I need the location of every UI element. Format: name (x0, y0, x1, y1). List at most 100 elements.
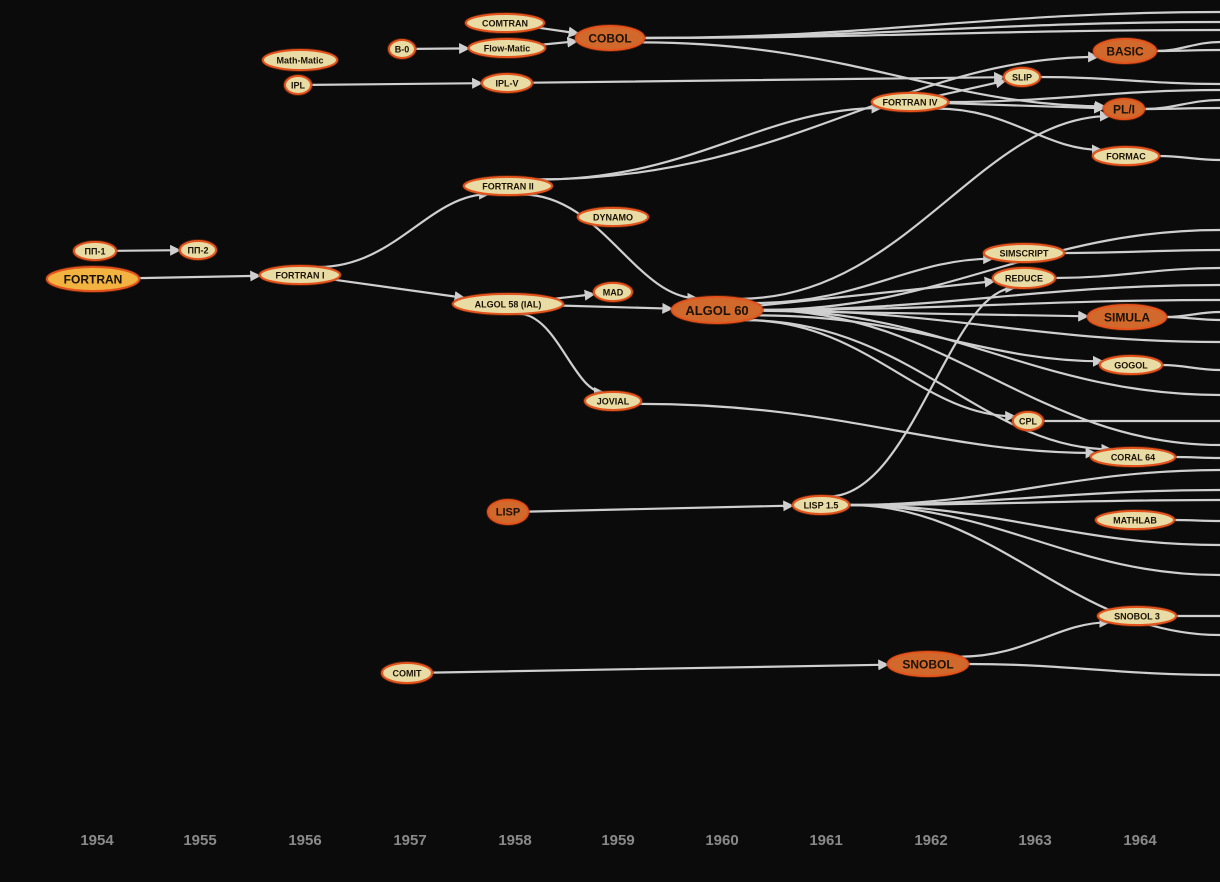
node-slip-ellipse (1003, 67, 1041, 87)
node-mathlab: MATHLAB (1094, 509, 1176, 531)
edge-algol58-to-mad (553, 289, 596, 301)
node-simula: SIMULA (1086, 303, 1168, 331)
node-comtran: COMTRAN (464, 12, 546, 34)
node-iplv-ellipse (481, 73, 533, 93)
node-flowmatic-label: Flow-Matic (484, 44, 531, 54)
nodes-layer: FORTRAN ПП-1 ПП-2 Math-Matic IPL FORTRAN I B-0… (45, 12, 1178, 685)
node-pl1: PL/I (1102, 97, 1146, 121)
node-lisp: LISP (486, 498, 530, 526)
edge-fortran4-to-formac (935, 107, 1103, 156)
continuation-line-algol60-10 (760, 228, 1220, 312)
node-reduce: REDUCE (991, 266, 1057, 290)
edge-ipl-to-iplv (309, 77, 484, 89)
edge-algol60-to-simscript (753, 253, 995, 305)
node-fortran2-label: FORTRAN II (482, 182, 534, 192)
continuation-line-slip-6 (1038, 75, 1220, 86)
node-snobol: SNOBOL (886, 650, 970, 678)
node-ipl: IPL (283, 74, 313, 96)
edge-algol58-to-algol60 (561, 302, 674, 314)
edge-comit-to-snobol (430, 659, 890, 674)
node-ipl-ellipse (284, 75, 312, 95)
continuation-line-cobol-2 (642, 28, 1220, 40)
node-jovial-ellipse (584, 391, 642, 411)
year-axis: 1954 1955 1956 1957 1958 1959 1960 1961 1962 1963… (80, 832, 1157, 849)
node-algol58: ALGOL 58 (IAL) (451, 292, 565, 316)
year-label-1958: 1958 (498, 832, 531, 849)
node-formac: FORMAC (1091, 145, 1161, 167)
year-label-1962: 1962 (914, 832, 947, 849)
year-label-1954: 1954 (80, 832, 114, 849)
node-lisp15-label: LISP 1.5 (804, 501, 839, 511)
edge-algol60-to-coral64 (744, 319, 1113, 455)
node-formac-label: FORMAC (1106, 152, 1146, 162)
node-snobol3: SNOBOL 3 (1096, 605, 1178, 627)
year-label-1956: 1956 (288, 832, 321, 849)
continuation-line-algol60-17 (760, 308, 1220, 344)
node-fortran-label: FORTRAN (64, 273, 123, 287)
node-pp2-label: ПП-2 (188, 246, 209, 256)
node-b0: B-0 (387, 38, 417, 60)
edge-lisp-to-lisp15 (526, 500, 795, 513)
node-jovial: JOVIAL (583, 390, 643, 412)
node-gogol: GOGOL (1098, 354, 1164, 376)
edge-fortran2-to-algol60 (521, 193, 699, 304)
year-label-1960: 1960 (705, 832, 738, 849)
node-pp1-ellipse (73, 241, 117, 261)
node-mathlab-label: MATHLAB (1113, 516, 1157, 526)
node-lisp15: LISP 1.5 (791, 494, 851, 516)
continuation-line-simscript-11 (1062, 248, 1220, 255)
node-pl1-ellipse (1103, 98, 1145, 120)
continuation-line-lisp15-28 (847, 503, 1220, 577)
node-gogol-label: GOGOL (1114, 361, 1148, 371)
edge-iplv-to-slip (530, 71, 1006, 84)
continuation-line-lisp15-27 (847, 503, 1220, 547)
continuation-line-fortran4-5 (946, 88, 1220, 104)
node-basic: BASIC (1092, 37, 1158, 65)
node-gogol-ellipse (1099, 355, 1163, 375)
node-pl1-label: PL/I (1113, 103, 1135, 117)
node-fortran4-label: FORTRAN IV (883, 98, 938, 108)
node-mathmatic: Math-Matic (261, 48, 339, 72)
node-snobol-ellipse (887, 651, 969, 677)
node-algol58-ellipse (452, 293, 564, 315)
node-slip: SLIP (1002, 66, 1042, 88)
node-dynamo-label: DYNAMO (593, 213, 633, 223)
node-simscript-label: SIMSCRIPT (999, 249, 1049, 259)
node-fortran-ellipse (46, 266, 140, 292)
node-b0-ellipse (388, 39, 416, 59)
node-algol60-ellipse (671, 296, 763, 324)
node-fortran: FORTRAN (45, 265, 141, 293)
node-slip-label: SLIP (1012, 73, 1032, 83)
continuation-line-simula-16 (1164, 315, 1220, 322)
node-basic-label: BASIC (1106, 45, 1144, 59)
node-jovial-label: JOVIAL (597, 397, 630, 407)
node-comit-ellipse (381, 662, 433, 684)
node-mad-ellipse (593, 282, 633, 302)
edge-fortran2-to-fortran4 (537, 102, 883, 181)
edge-flowmatic-to-cobol (541, 36, 579, 48)
continuation-line-lisp15-25 (847, 498, 1220, 507)
node-pp1-label: ПП-1 (85, 247, 106, 257)
node-b0-label: B-0 (395, 45, 410, 55)
node-fortran4-ellipse (871, 92, 949, 112)
node-iplv-label: IPL-V (495, 79, 518, 89)
edge-comtran-to-cobol (537, 26, 580, 38)
node-mathlab-ellipse (1095, 510, 1175, 530)
node-mad-label: MAD (603, 288, 624, 298)
edge-snobol-to-snobol3 (958, 616, 1111, 658)
node-reduce-label: REDUCE (1005, 274, 1043, 284)
continuation-line-pl1-8 (1142, 106, 1220, 111)
node-cobol-label: COBOL (588, 32, 631, 46)
node-coral64: CORAL 64 (1089, 446, 1177, 468)
node-dynamo-ellipse (577, 207, 649, 227)
node-cobol: COBOL (574, 24, 646, 52)
year-label-1955: 1955 (183, 832, 216, 849)
node-snobol3-ellipse (1097, 606, 1177, 626)
node-algol58-label: ALGOL 58 (IAL) (475, 300, 542, 310)
node-cpl-ellipse (1012, 411, 1044, 431)
edge-pp1-to-pp2 (114, 244, 182, 256)
node-comit: COMIT (380, 661, 434, 685)
continuation-line-mathlab-26 (1172, 518, 1220, 523)
node-lisp15-ellipse (792, 495, 850, 515)
edge-algol60-to-reduce (758, 276, 996, 307)
